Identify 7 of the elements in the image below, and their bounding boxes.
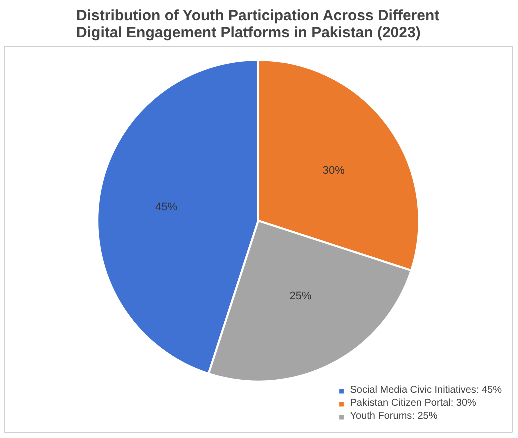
legend-label: Youth Forums: 25% [350,411,438,422]
legend-label: Pakistan Citizen Portal: 30% [350,398,476,409]
data-label: 30% [322,165,346,178]
data-label: 25% [290,290,312,303]
chart-title: Distribution of Youth Participation Across Different Digital Engagement Platforms in Pakistan (2023) [76,8,440,42]
legend-label: Social Media Civic Initiatives: 45% [350,385,502,396]
data-label: 45% [156,202,178,214]
